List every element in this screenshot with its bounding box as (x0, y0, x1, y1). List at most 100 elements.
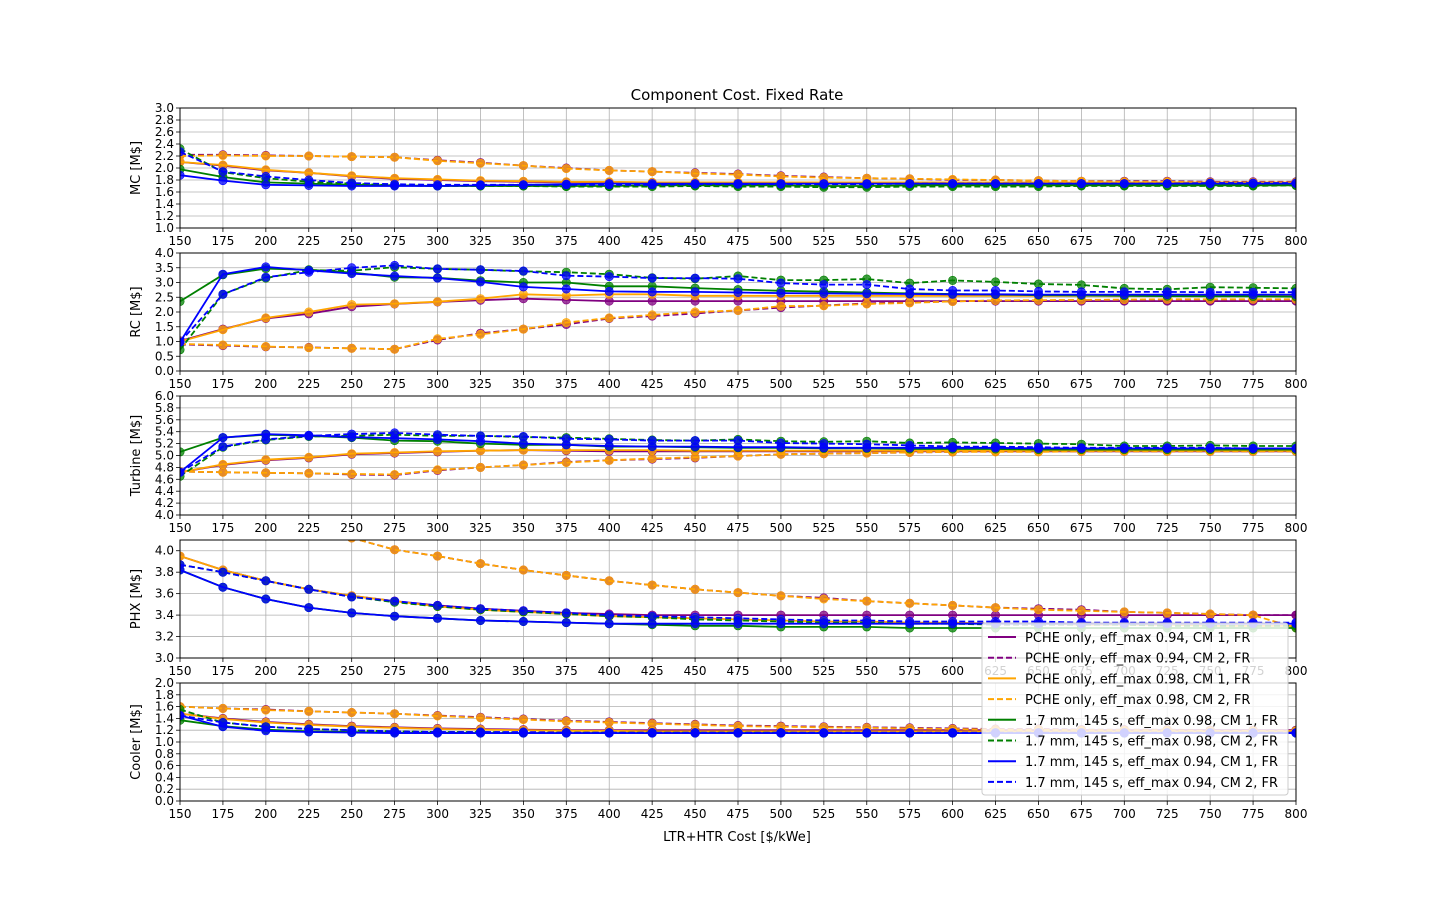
data-point (261, 313, 271, 323)
data-point (690, 179, 700, 189)
y-axis-label: Cooler [M$] (129, 704, 144, 780)
x-tick-label: 675 (1070, 234, 1093, 248)
x-tick-label: 600 (941, 664, 964, 678)
x-tick-label: 600 (941, 377, 964, 391)
data-point (647, 310, 657, 320)
data-point (475, 265, 485, 275)
x-tick-label: 650 (1027, 377, 1050, 391)
x-tick-label: 500 (769, 807, 792, 821)
y-tick-label: 2.2 (155, 149, 174, 163)
data-point (347, 707, 357, 717)
data-point (390, 179, 400, 189)
legend-label: 1.7 mm, 145 s, eff_max 0.94, CM 2, FR (1025, 776, 1278, 791)
data-point (432, 727, 442, 737)
data-point (261, 171, 271, 181)
y-tick-label: 1.4 (155, 197, 174, 211)
data-point (733, 451, 743, 461)
x-tick-label: 550 (855, 807, 878, 821)
data-point (475, 462, 485, 472)
legend-label: PCHE only, eff_max 0.98, CM 1, FR (1025, 672, 1250, 687)
data-point (261, 594, 271, 604)
subplot-5: 0.00.20.40.60.81.01.21.41.61.82.0 150 175 2… (129, 676, 1307, 821)
data-point (432, 180, 442, 190)
y-tick-label: 0.5 (155, 349, 174, 363)
data-point (304, 175, 314, 185)
x-axis-label: LTR+HTR Cost [$/kWe] (663, 830, 811, 845)
x-tick-label: 425 (641, 664, 664, 678)
data-point (432, 446, 442, 456)
data-point (948, 728, 958, 738)
x-tick-label: 200 (254, 521, 277, 535)
data-point (990, 285, 1000, 295)
data-point (304, 431, 314, 441)
y-tick-label: 0.0 (155, 794, 174, 808)
legend-label: PCHE only, eff_max 0.94, CM 2, FR (1025, 652, 1250, 667)
data-point (561, 570, 571, 580)
x-tick-label: 725 (1156, 377, 1179, 391)
x-tick-label: 400 (598, 521, 621, 535)
data-point (1034, 286, 1044, 296)
y-tick-label: 0.8 (155, 747, 174, 761)
x-tick-label: 250 (340, 377, 363, 391)
y-tick-label: 2.8 (155, 113, 174, 127)
legend-label: 1.7 mm, 145 s, eff_max 0.98, CM 1, FR (1025, 714, 1278, 729)
data-point (604, 313, 614, 323)
data-point (304, 468, 314, 478)
y-tick-label: 1.2 (155, 723, 174, 737)
x-tick-label: 650 (1027, 234, 1050, 248)
data-point (862, 615, 872, 625)
data-point (475, 559, 485, 569)
data-point (1034, 605, 1044, 615)
data-point (647, 167, 657, 177)
y-tick-label: 3.4 (155, 608, 174, 622)
data-point (561, 180, 571, 190)
y-tick-label: 5.8 (155, 401, 174, 415)
y-tick-label: 4.2 (155, 496, 174, 510)
series-group (180, 428, 1296, 481)
data-point (604, 286, 614, 296)
y-tick-label: 3.8 (155, 565, 174, 579)
y-tick-label: 5.2 (155, 437, 174, 451)
x-tick-label: 675 (1070, 807, 1093, 821)
x-tick-label: 550 (855, 377, 878, 391)
data-point (733, 170, 743, 180)
x-tick-label: 625 (984, 807, 1007, 821)
x-tick-label: 300 (426, 234, 449, 248)
x-tick-label: 500 (769, 377, 792, 391)
y-tick-label: 5.4 (155, 425, 174, 439)
x-tick-label: 225 (297, 521, 320, 535)
data-point (261, 180, 271, 190)
data-point (1205, 443, 1215, 453)
data-point (1291, 287, 1296, 297)
x-tick-label: 250 (340, 234, 363, 248)
x-tick-label: 700 (1113, 234, 1136, 248)
series-line-8 (180, 431, 1296, 473)
data-point (862, 280, 872, 290)
y-tick-label: 4.0 (155, 508, 174, 522)
data-point (261, 434, 271, 444)
data-point (475, 604, 485, 614)
data-point (432, 613, 442, 623)
data-point (304, 151, 314, 161)
x-tick-label: 500 (769, 521, 792, 535)
subplot-2: 0.00.51.01.52.02.53.03.54.0 150 175 200 225 2… (129, 246, 1307, 391)
data-point (776, 438, 786, 448)
data-point (518, 431, 528, 441)
data-point (218, 467, 228, 477)
data-point (776, 614, 786, 624)
data-point (604, 717, 614, 727)
data-point (518, 606, 528, 616)
data-point (776, 288, 786, 298)
x-tick-label: 750 (1199, 234, 1222, 248)
data-point (304, 343, 314, 353)
data-point (948, 600, 958, 610)
data-point (475, 158, 485, 168)
x-tick-label: 400 (598, 807, 621, 821)
x-tick-label: 350 (512, 664, 535, 678)
y-axis-label: PHX [M$] (129, 569, 144, 629)
data-point (990, 603, 1000, 613)
data-point (304, 724, 314, 734)
data-point (1119, 287, 1129, 297)
x-tick-label: 600 (941, 234, 964, 248)
